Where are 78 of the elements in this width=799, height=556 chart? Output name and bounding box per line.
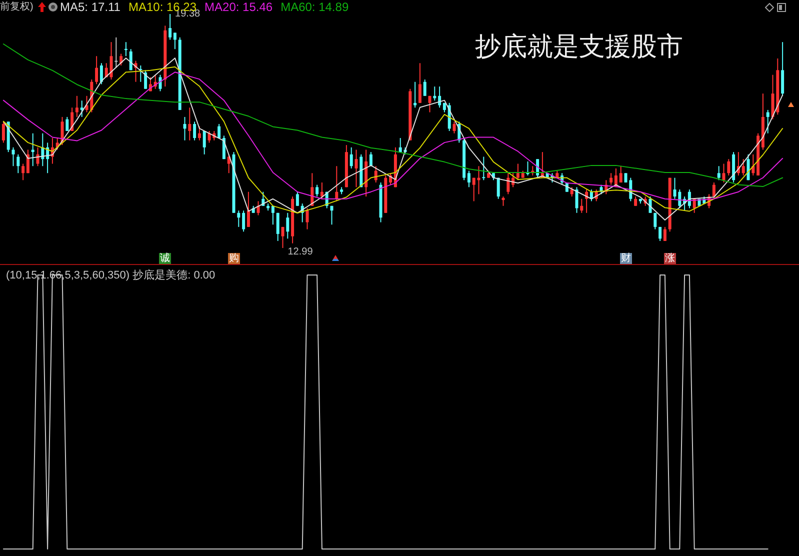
text: 诚 — [159, 253, 172, 264]
candlestick — [742, 158, 745, 176]
text: 购 — [228, 253, 240, 264]
candlestick — [158, 74, 162, 92]
candlestick — [472, 177, 476, 202]
text: 财 — [620, 253, 632, 264]
candlestick — [438, 86, 442, 108]
candlestick — [276, 212, 280, 242]
candlestick — [246, 191, 250, 228]
text: 前复权) — [0, 0, 34, 12]
candlestick — [575, 186, 578, 214]
text: MA5: 17.11 — [60, 0, 121, 14]
candlestick — [727, 158, 730, 176]
candlestick — [619, 166, 622, 183]
candlestick — [95, 56, 98, 85]
candlestick — [467, 170, 470, 188]
candlestick — [237, 210, 240, 228]
candlestick — [12, 146, 15, 167]
candlestick — [306, 208, 309, 230]
candlestick — [316, 184, 319, 198]
text: 涨 — [664, 253, 676, 264]
candlestick — [414, 81, 417, 108]
candlestick — [610, 172, 613, 186]
annotation: 12.99 — [288, 246, 314, 258]
candlestick — [654, 212, 657, 230]
candlestick — [193, 121, 196, 141]
candlestick — [144, 70, 148, 90]
candlestick — [712, 182, 716, 200]
candlestick — [335, 166, 338, 202]
candlestick — [22, 163, 25, 181]
candlestick — [580, 198, 584, 214]
candlestick — [36, 146, 40, 167]
candlestick — [428, 95, 432, 113]
candlestick — [369, 152, 372, 167]
candlestick — [781, 42, 784, 96]
candlestick — [423, 79, 426, 96]
candlestick — [722, 163, 726, 183]
text: 抄底就是支援股市 — [475, 31, 683, 61]
candlestick — [330, 205, 334, 226]
candlestick — [2, 121, 5, 144]
candlestick — [717, 166, 720, 181]
candlestick — [183, 116, 186, 141]
candlestick — [281, 226, 284, 248]
candlestick — [168, 14, 172, 40]
candlestick — [418, 62, 422, 104]
candlestick — [482, 156, 486, 181]
candlestick — [198, 126, 201, 141]
chart-title: (10,15,1.66,5,3,5,60,350) 抄底是美德: 0.00 — [6, 268, 216, 282]
candlestick — [80, 100, 84, 118]
candlestick — [286, 212, 290, 240]
candlestick — [75, 95, 78, 118]
candlestick — [350, 146, 353, 169]
candlestick — [227, 154, 230, 174]
candlestick — [634, 196, 638, 206]
candlestick — [66, 116, 69, 132]
candlestick — [202, 130, 206, 155]
candlestick — [218, 123, 221, 139]
candlestick — [100, 62, 103, 85]
candlestick — [452, 121, 456, 134]
text: MA20: 15.46 — [204, 0, 273, 14]
candlestick — [16, 154, 20, 174]
candlestick — [658, 226, 662, 242]
candlestick — [506, 172, 510, 195]
candlestick — [31, 132, 34, 167]
candlestick — [398, 138, 402, 153]
candlestick — [516, 163, 520, 181]
candlestick — [502, 196, 505, 206]
candlestick — [766, 109, 770, 134]
candlestick — [114, 36, 118, 68]
candlestick — [188, 107, 192, 141]
candlestick — [110, 42, 113, 80]
candlestick — [173, 32, 176, 50]
text: MA60: 14.89 — [280, 0, 349, 14]
candlestick — [663, 226, 666, 242]
candlestick — [354, 149, 358, 188]
candlestick — [271, 205, 274, 226]
candlestick — [242, 210, 246, 232]
candlestick — [296, 191, 299, 206]
